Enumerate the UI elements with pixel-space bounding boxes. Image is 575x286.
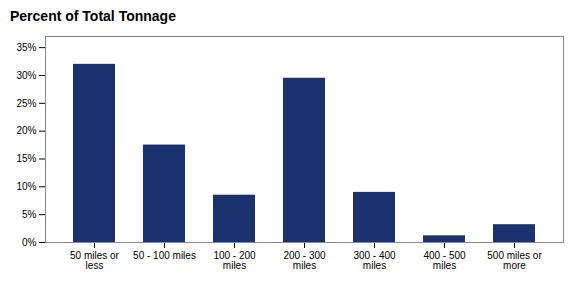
svg-text:200 - 300miles: 200 - 300miles	[283, 250, 326, 271]
svg-text:30%: 30%	[16, 70, 36, 81]
svg-text:50 miles orless: 50 miles orless	[70, 250, 120, 271]
svg-text:50 - 100 miles: 50 - 100 miles	[133, 250, 196, 261]
svg-text:100 - 200miles: 100 - 200miles	[213, 250, 256, 271]
html-text:Percent of Total Tonnage: Percent of Total Tonnage	[10, 8, 176, 24]
svg-text:300 - 400miles: 300 - 400miles	[353, 250, 396, 271]
svg-text:20%: 20%	[16, 125, 36, 136]
svg-text:15%: 15%	[16, 153, 36, 164]
svg-text:0%: 0%	[22, 237, 37, 248]
svg-text:10%: 10%	[16, 181, 36, 192]
svg-text:25%: 25%	[16, 98, 36, 109]
svg-text:500 miles ormore: 500 miles ormore	[487, 250, 542, 271]
svg-text:5%: 5%	[22, 209, 37, 220]
svg-text:400 - 500miles: 400 - 500miles	[423, 250, 466, 271]
svg-text:35%: 35%	[16, 42, 36, 53]
